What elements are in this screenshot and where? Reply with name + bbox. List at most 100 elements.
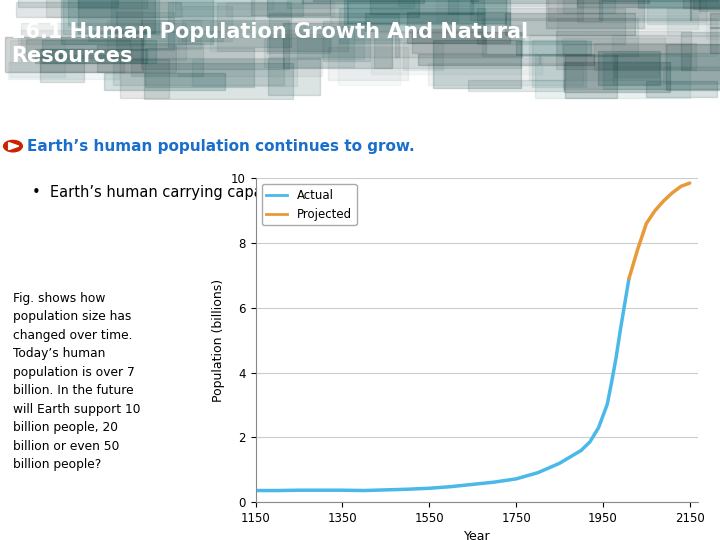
Bar <box>22 23 186 60</box>
Circle shape <box>4 140 22 152</box>
Bar <box>468 80 564 91</box>
Bar <box>418 55 539 65</box>
Bar <box>284 23 392 68</box>
Bar <box>16 2 181 17</box>
Bar <box>638 0 720 8</box>
Bar <box>328 46 408 80</box>
Bar <box>313 0 477 1</box>
Bar <box>18 30 145 44</box>
Bar <box>602 0 718 1</box>
Bar <box>78 0 147 9</box>
Bar <box>111 0 254 32</box>
Bar <box>176 0 303 16</box>
Bar <box>168 2 291 47</box>
Bar <box>505 12 635 35</box>
Bar <box>323 21 370 60</box>
Bar <box>681 32 720 70</box>
Bar <box>40 55 124 72</box>
Bar <box>471 0 649 3</box>
Bar <box>612 35 720 66</box>
Bar <box>407 12 510 43</box>
Y-axis label: Population (billions): Population (billions) <box>212 279 225 402</box>
Bar <box>35 49 147 63</box>
Bar <box>710 27 720 53</box>
Bar <box>535 54 690 98</box>
Bar <box>690 0 720 20</box>
Bar <box>557 18 717 56</box>
Bar <box>339 8 485 43</box>
Bar <box>364 12 485 31</box>
Bar <box>436 0 507 20</box>
Bar <box>5 37 143 72</box>
Bar <box>217 3 348 51</box>
Bar <box>699 0 720 11</box>
Bar <box>96 45 176 72</box>
Bar <box>88 31 222 41</box>
Bar <box>354 25 524 40</box>
Bar <box>683 0 720 8</box>
Bar <box>78 0 155 33</box>
Bar <box>647 0 720 24</box>
Bar <box>182 6 232 41</box>
Bar <box>706 4 720 39</box>
Bar <box>516 41 591 55</box>
Bar <box>266 38 330 53</box>
Bar <box>104 73 225 90</box>
Bar <box>114 58 284 85</box>
Bar <box>614 55 659 77</box>
Bar <box>556 31 691 69</box>
Bar <box>546 0 644 28</box>
Bar <box>141 20 289 69</box>
Bar <box>251 0 330 15</box>
Bar <box>226 2 333 16</box>
Bar <box>287 0 414 8</box>
Bar <box>636 15 698 29</box>
Bar <box>344 0 510 24</box>
Text: 16.1 Human Population Growth And Natural
Resources: 16.1 Human Population Growth And Natural… <box>11 22 528 66</box>
Bar <box>565 55 617 98</box>
Bar <box>398 0 546 6</box>
Legend: Actual, Projected: Actual, Projected <box>261 184 357 226</box>
Bar <box>603 53 720 89</box>
Bar <box>145 48 254 87</box>
Bar <box>210 21 330 51</box>
Bar <box>412 29 486 52</box>
Bar <box>470 0 582 19</box>
Bar <box>46 0 173 17</box>
Bar <box>613 67 720 84</box>
Bar <box>563 0 616 14</box>
Bar <box>428 63 582 85</box>
Bar <box>529 35 665 80</box>
Bar <box>577 0 706 22</box>
Bar <box>269 13 400 57</box>
Bar <box>330 0 458 22</box>
Bar <box>217 23 305 37</box>
Bar <box>10 40 65 77</box>
Bar <box>40 49 84 83</box>
Bar <box>448 0 485 14</box>
Bar <box>402 42 443 70</box>
Bar <box>144 63 293 99</box>
Bar <box>577 0 720 7</box>
Bar <box>666 44 720 90</box>
Bar <box>192 59 297 86</box>
Bar <box>18 0 118 7</box>
Text: •  Earth’s human carrying capacity is unknown.: • Earth’s human carrying capacity is unk… <box>32 185 382 200</box>
Bar <box>667 8 720 36</box>
Bar <box>116 12 174 50</box>
Bar <box>63 0 159 34</box>
Bar <box>482 18 638 56</box>
Bar <box>370 0 473 14</box>
Bar <box>532 40 586 87</box>
Bar <box>711 14 720 28</box>
Text: Fig. shows how
population size has
changed over time.
Today’s human
population i: Fig. shows how population size has chang… <box>13 292 140 471</box>
Bar <box>562 38 680 54</box>
Bar <box>269 58 320 95</box>
Bar <box>548 0 603 22</box>
Bar <box>693 0 720 9</box>
Bar <box>374 32 521 69</box>
Bar <box>68 0 117 28</box>
Bar <box>68 0 142 25</box>
Bar <box>8 63 120 79</box>
Bar <box>267 0 420 17</box>
